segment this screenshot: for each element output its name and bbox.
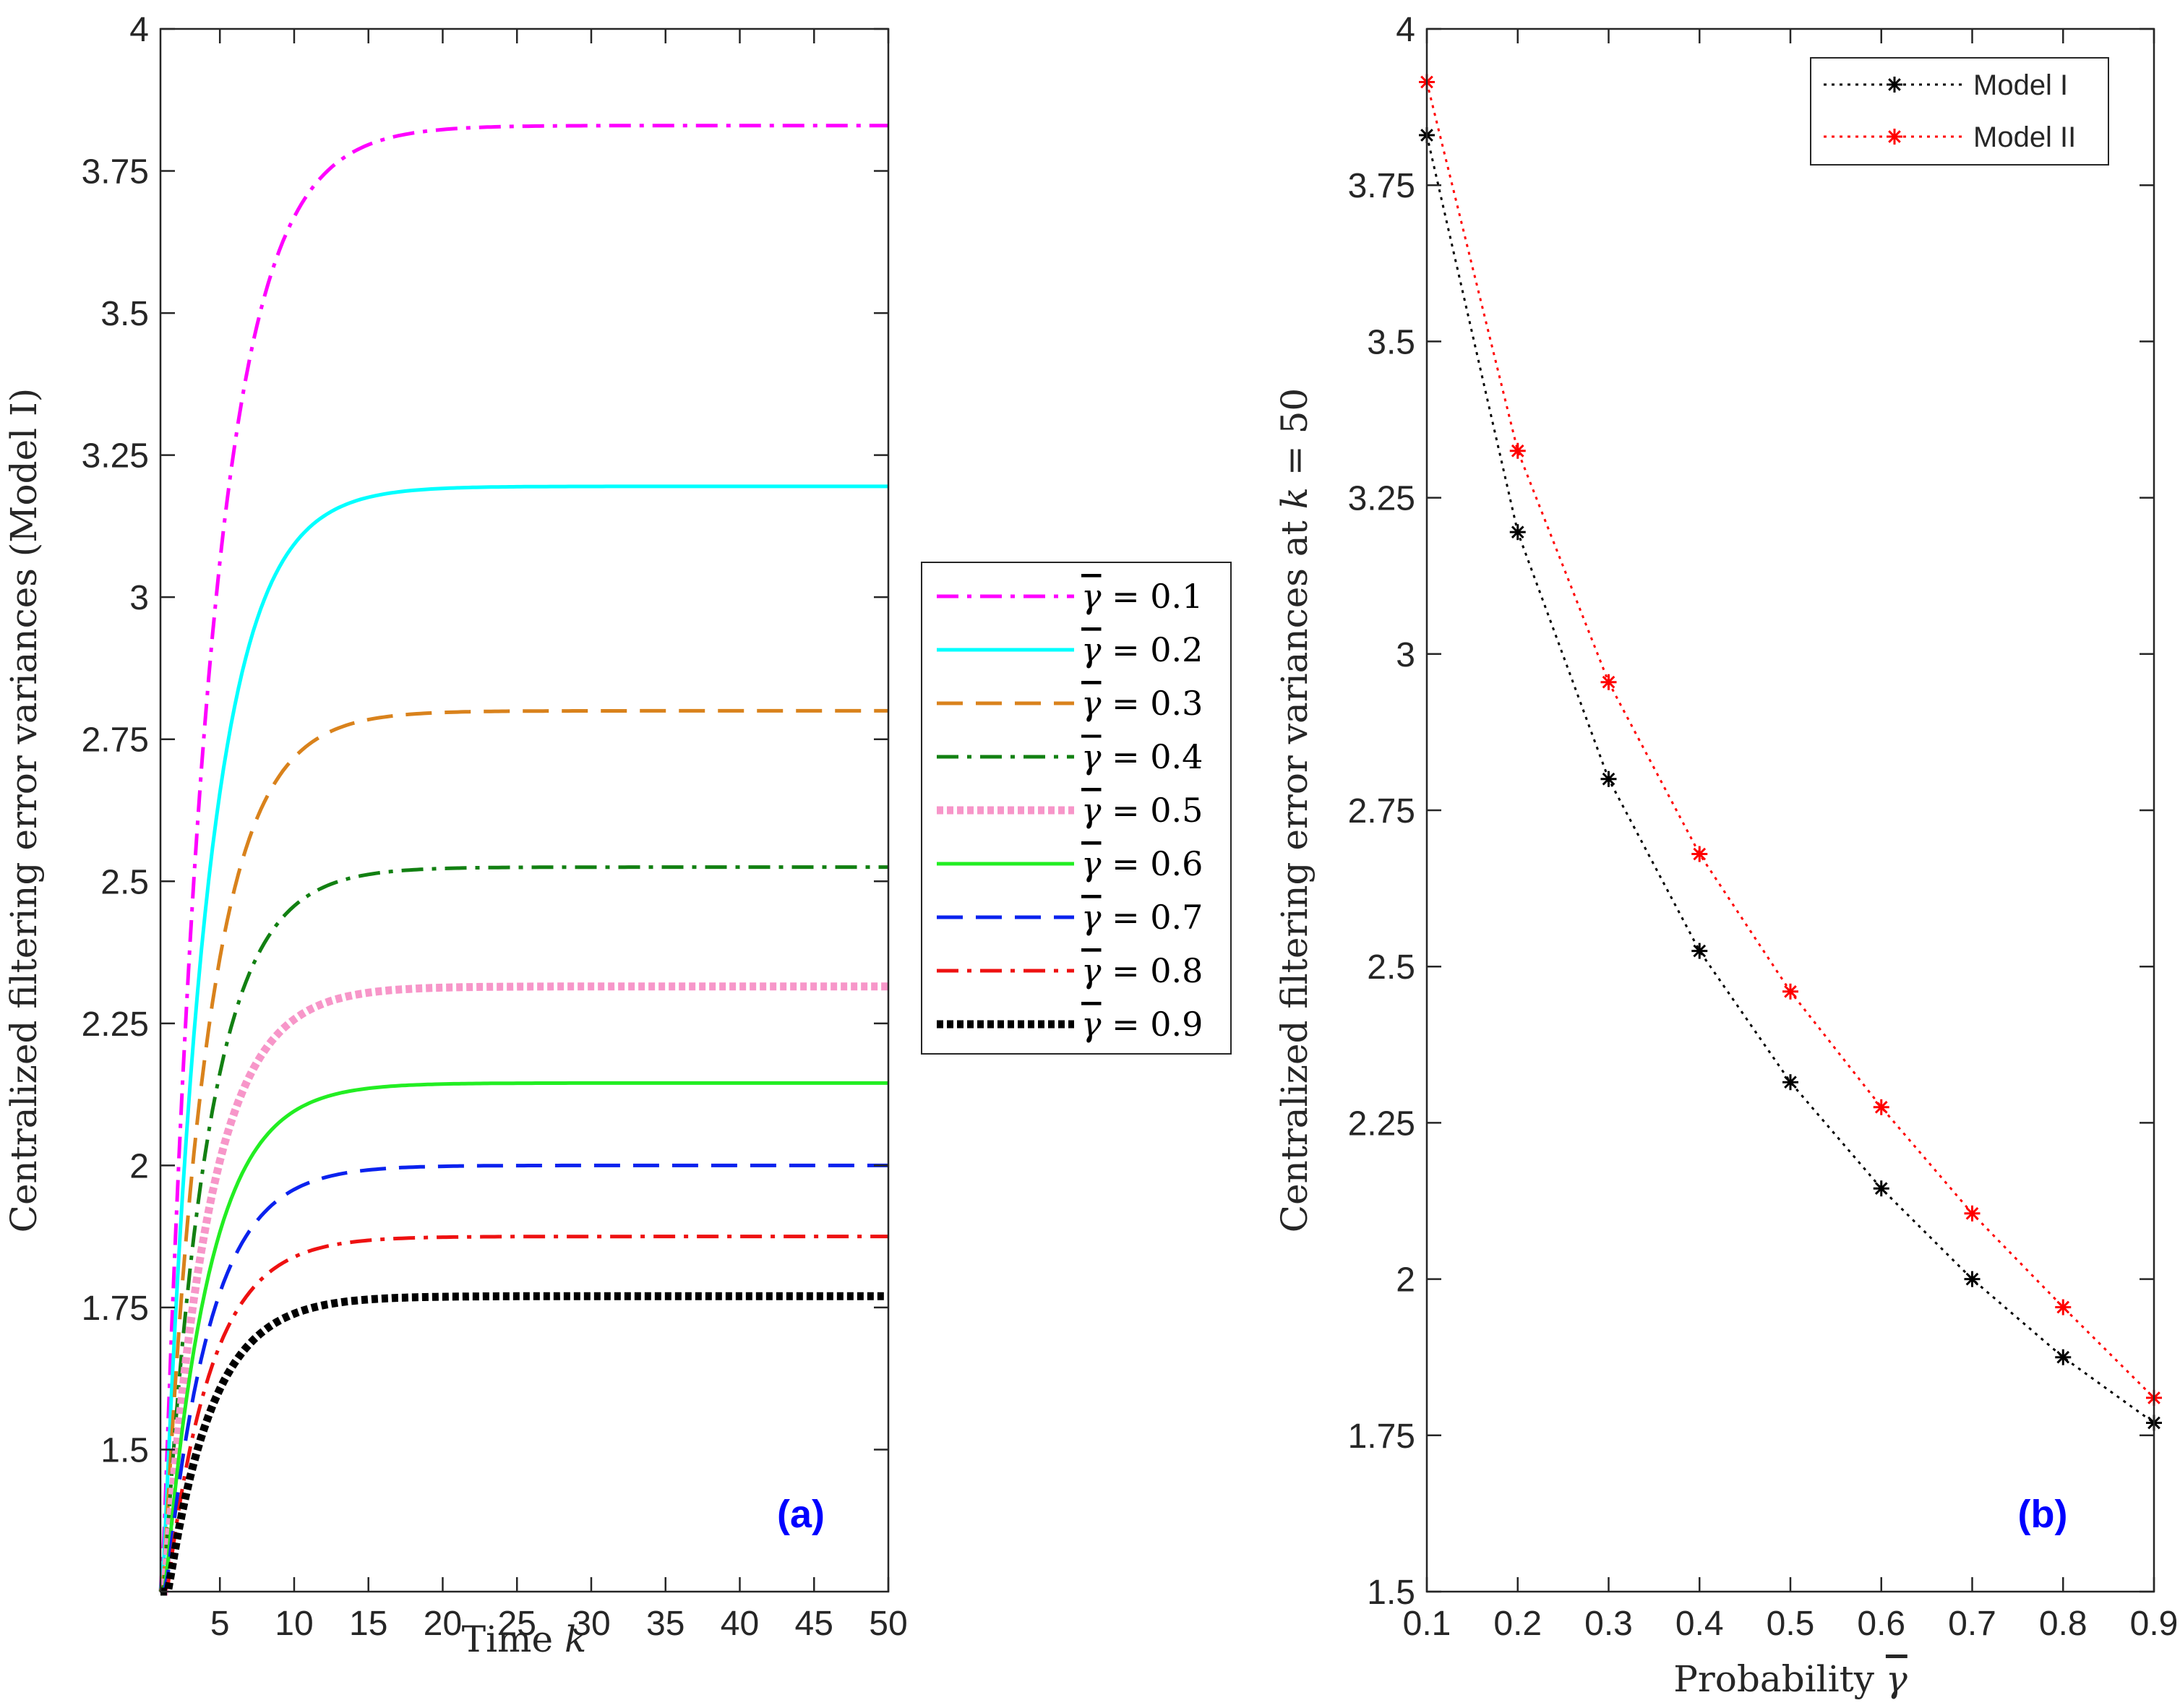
chart-b-ytick-label: 1.5 [1367, 1574, 1415, 1612]
chart-b-xtick-label: 0.9 [2130, 1605, 2179, 1643]
chart-a: 5 10 15 20 25 30 35 40 45 50 1.5 1.75 2 2.25 2.5 2.75 3 3… [3, 11, 1232, 1660]
chart-b-data-point [1509, 442, 1526, 459]
chart-a-xtick-label: 50 [869, 1605, 907, 1643]
chart-a-ytick-label: 2 [129, 1147, 149, 1185]
chart-b-xtick-label: 0.2 [1493, 1605, 1542, 1643]
chart-a-series-line [160, 1163, 888, 1594]
chart-a-ytick-label: 3.5 [100, 295, 149, 333]
chart-a-xtick-label: 15 [349, 1605, 387, 1643]
chart-a-xtick-label: 40 [721, 1605, 759, 1643]
chart-b-xlabel: Probability γ [1673, 1658, 1908, 1700]
chart-a-ylabel: Centralized filtering error variances (M… [3, 388, 45, 1233]
chart-a-xtick-label: 45 [795, 1605, 833, 1643]
chart-a-ytick-label: 1.5 [100, 1431, 149, 1469]
chart-b-legend-label: Model I [1973, 69, 2068, 101]
chart-a-ticks: 5 10 15 20 25 30 35 40 45 50 1.5 1.75 2 2.25 2.5 2.75 3 3… [82, 11, 908, 1643]
chart-b-legend-box [1810, 57, 2109, 166]
chart-b-data-point [1887, 129, 1902, 145]
chart-a-legend-label: γ = 0.7 [1081, 898, 1203, 937]
chart-b-legend: Model I Model II [1810, 57, 2109, 166]
chart-b-ylabel: Centralized filtering error variances at… [1274, 388, 1316, 1233]
chart-b-data-point [1509, 524, 1526, 541]
chart-a-xtick-label: 35 [646, 1605, 685, 1643]
chart-b-data-point [1691, 846, 1708, 862]
chart-b-ytick-label: 1.75 [1348, 1417, 1415, 1456]
chart-a-legend-label: γ = 0.3 [1081, 684, 1203, 723]
chart-a-series-line [160, 1235, 888, 1594]
chart-b: 0.1 0.2 0.3 0.4 0.5 0.6 0.7 0.8 0.9 1.5 1.75 2 2.25 2… [1274, 11, 2178, 1700]
chart-a-xlabel: Time k [462, 1618, 587, 1660]
chart-a-xtick-label: 30 [572, 1605, 610, 1643]
chart-a-ytick-label: 3.75 [82, 153, 149, 192]
chart-a-legend-label: γ = 0.9 [1081, 1005, 1203, 1044]
chart-a-legend-label: γ = 0.6 [1081, 844, 1203, 883]
chart-a-xtick-label: 5 [210, 1605, 230, 1643]
chart-a-series-line [160, 1081, 888, 1594]
chart-a-xtick-label: 10 [275, 1605, 313, 1643]
chart-b-ytick-label: 4 [1396, 11, 1415, 49]
chart-a-legend-label: γ = 0.5 [1081, 791, 1203, 830]
chart-a-series-line [158, 865, 888, 1593]
chart-a-ytick-label: 2.75 [82, 721, 149, 760]
chart-a-series-line [158, 124, 888, 1592]
chart-b-data-point [1782, 1074, 1798, 1091]
chart-a-series-line [160, 1292, 888, 1596]
chart-a-ytick-label: 3.25 [82, 437, 149, 476]
chart-b-series-group [1419, 74, 2162, 1431]
chart-a-ytick-label: 1.75 [82, 1289, 149, 1328]
chart-b-panel-label: (b) [2018, 1493, 2068, 1536]
chart-b-ytick-label: 3 [1396, 636, 1415, 674]
chart-a-legend: γ = 0.1 γ = 0.2 γ = 0.3 γ = 0.4 γ = 0.5 γ = 0… [921, 562, 1232, 1055]
chart-a-ytick-label: 3 [129, 579, 149, 617]
chart-b-data-point [1873, 1180, 1889, 1197]
chart-a-legend-label: γ = 0.1 [1081, 577, 1203, 616]
chart-b-data-point [1600, 674, 1617, 690]
chart-b-data-point [2055, 1349, 2072, 1365]
chart-b-data-point [1964, 1271, 1981, 1287]
chart-b-ytick-label: 2.25 [1348, 1104, 1415, 1143]
chart-b-data-point [1600, 771, 1617, 787]
chart-a-xtick-label: 20 [424, 1605, 462, 1643]
chart-a-ytick-label: 4 [129, 11, 149, 49]
chart-b-ytick-label: 2 [1396, 1261, 1415, 1300]
chart-b-data-point [1873, 1099, 1889, 1115]
chart-b-xtick-label: 0.7 [1948, 1605, 1996, 1643]
chart-b-axes-box [1425, 27, 2155, 1593]
chart-a-ytick-label: 2.25 [82, 1005, 149, 1044]
chart-a-xtick-label: 25 [498, 1605, 536, 1643]
chart-b-series-line [1425, 82, 2155, 1399]
chart-b-ytick-label: 3.25 [1348, 480, 1415, 518]
chart-b-data-point [2055, 1299, 2072, 1316]
chart-b-ticks: 0.1 0.2 0.3 0.4 0.5 0.6 0.7 0.8 0.9 1.5 1.75 2 2.25 2… [1348, 11, 2179, 1643]
chart-b-ytick-label: 3.5 [1367, 323, 1415, 361]
chart-a-series-line [158, 484, 888, 1592]
chart-b-xtick-label: 0.6 [1857, 1605, 1905, 1643]
chart-a-legend-label: γ = 0.8 [1081, 951, 1203, 990]
chart-b-data-point [1691, 943, 1708, 959]
chart-a-series-group [158, 124, 888, 1596]
chart-a-ytick-label: 2.5 [100, 863, 149, 901]
chart-a-panel-label: (a) [777, 1493, 825, 1536]
chart-b-ytick-label: 2.5 [1367, 948, 1415, 987]
chart-a-legend-label: γ = 0.4 [1081, 737, 1203, 776]
chart-b-xtick-label: 0.8 [2039, 1605, 2087, 1643]
chart-b-xtick-label: 0.4 [1675, 1605, 1724, 1643]
chart-a-series-line [158, 708, 888, 1592]
chart-b-xtick-label: 0.1 [1403, 1605, 1451, 1643]
chart-b-xtick-label: 0.3 [1584, 1605, 1633, 1643]
chart-b-data-point [1964, 1205, 1981, 1222]
chart-b-data-point [1887, 77, 1902, 93]
chart-a-legend-label: γ = 0.2 [1081, 630, 1203, 669]
chart-b-ytick-label: 3.75 [1348, 167, 1415, 205]
chart-b-legend-label: Model II [1973, 121, 2076, 153]
chart-b-data-point [1782, 983, 1798, 1000]
chart-b-xtick-label: 0.5 [1767, 1605, 1815, 1643]
chart-b-ytick-label: 2.75 [1348, 792, 1415, 831]
chart-a-axes-box [159, 27, 890, 1593]
chart-b-series-line [1425, 134, 2155, 1424]
